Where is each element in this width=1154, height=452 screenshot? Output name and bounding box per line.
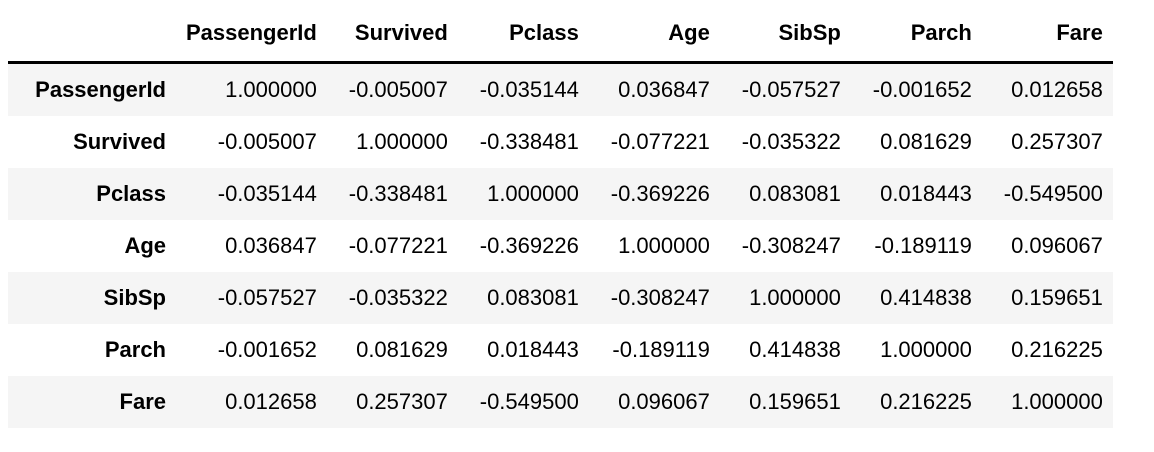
table-cell: 0.081629: [880, 129, 972, 154]
column-header-sibsp: SibSp: [719, 8, 851, 64]
row-header-fare: Fare: [8, 376, 176, 428]
table-cell: -0.189119: [874, 233, 972, 258]
dataframe-output: PassengerId Survived Pclass Age SibSp Pa…: [8, 8, 1113, 428]
table-cell: -0.035144: [176, 168, 327, 220]
row-header-passengerid: PassengerId: [8, 62, 176, 116]
table-cell: -0.369226: [479, 233, 579, 258]
table-cell: 0.018443: [487, 337, 579, 362]
row-header-pclass: Pclass: [8, 168, 176, 220]
header-row: PassengerId Survived Pclass Age SibSp Pa…: [8, 8, 1113, 64]
column-header-pclass: Pclass: [457, 8, 589, 64]
table-cell: -0.189119: [612, 337, 710, 362]
column-header-age: Age: [588, 8, 720, 64]
table-cell: 1.000000: [457, 168, 589, 220]
table-cell: 0.216225: [850, 376, 982, 428]
table-cell: 0.216225: [1011, 337, 1103, 362]
table-row-parch: Parch -0.001652 0.081629 0.018443 -0.189…: [8, 324, 1113, 376]
table-cell: 0.018443: [850, 168, 982, 220]
column-header-survived: Survived: [326, 8, 458, 64]
table-cell: -0.077221: [610, 129, 710, 154]
table-cell: 1.000000: [981, 376, 1113, 428]
table-cell: 0.096067: [588, 376, 720, 428]
table-cell: -0.001652: [217, 337, 317, 362]
table-row-survived: Survived -0.005007 1.000000 -0.338481 -0…: [8, 116, 1113, 168]
table-row-fare: Fare 0.012658 0.257307 -0.549500 0.09606…: [8, 376, 1113, 428]
table-cell: 1.000000: [719, 272, 851, 324]
table-cell: -0.338481: [479, 129, 579, 154]
table-cell: 0.036847: [225, 233, 317, 258]
table-row-sibsp: SibSp -0.057527 -0.035322 0.083081 -0.30…: [8, 272, 1113, 324]
table-cell: -0.549500: [457, 376, 589, 428]
column-header-fare: Fare: [981, 8, 1113, 64]
column-header-parch: Parch: [850, 8, 982, 64]
table-cell: 0.096067: [1011, 233, 1103, 258]
table-cell: -0.369226: [588, 168, 720, 220]
table-cell: -0.077221: [348, 233, 448, 258]
table-cell: -0.035144: [457, 62, 589, 116]
row-header-age: Age: [124, 233, 166, 258]
table-cell: 0.012658: [176, 376, 327, 428]
table-cell: -0.005007: [326, 62, 458, 116]
table-cell: -0.308247: [741, 233, 841, 258]
table-row-pclass: Pclass -0.035144 -0.338481 1.000000 -0.3…: [8, 168, 1113, 220]
table-cell: -0.001652: [850, 62, 982, 116]
table-cell: 0.414838: [749, 337, 841, 362]
table-cell: -0.035322: [326, 272, 458, 324]
table-cell: 0.159651: [981, 272, 1113, 324]
correlation-table: PassengerId Survived Pclass Age SibSp Pa…: [8, 8, 1113, 428]
table-cell: 1.000000: [356, 129, 448, 154]
row-header-parch: Parch: [104, 337, 166, 362]
table-cell: -0.308247: [588, 272, 720, 324]
table-cell: -0.057527: [719, 62, 851, 116]
table-header: PassengerId Survived Pclass Age SibSp Pa…: [8, 8, 1113, 64]
table-cell: -0.035322: [741, 129, 841, 154]
table-cell: 0.083081: [457, 272, 589, 324]
row-header-sibsp: SibSp: [8, 272, 176, 324]
table-cell: -0.338481: [326, 168, 458, 220]
table-cell: 1.000000: [618, 233, 710, 258]
corner-header-cell: [8, 8, 176, 64]
table-cell: 0.257307: [1011, 129, 1103, 154]
table-cell: 1.000000: [176, 62, 327, 116]
table-cell: 0.257307: [326, 376, 458, 428]
column-header-passengerid: PassengerId: [176, 8, 327, 64]
table-cell: 0.036847: [588, 62, 720, 116]
table-cell: 0.012658: [981, 62, 1113, 116]
row-header-survived: Survived: [73, 129, 166, 154]
table-cell: 0.159651: [719, 376, 851, 428]
table-cell: -0.005007: [217, 129, 317, 154]
table-cell: -0.549500: [981, 168, 1113, 220]
table-cell: -0.057527: [176, 272, 327, 324]
table-body: PassengerId 1.000000 -0.005007 -0.035144…: [8, 62, 1113, 428]
table-cell: 0.081629: [356, 337, 448, 362]
table-cell: 0.414838: [850, 272, 982, 324]
table-row-age: Age 0.036847 -0.077221 -0.369226 1.00000…: [8, 220, 1113, 272]
table-cell: 0.083081: [719, 168, 851, 220]
table-row-passengerid: PassengerId 1.000000 -0.005007 -0.035144…: [8, 62, 1113, 116]
table-cell: 1.000000: [880, 337, 972, 362]
